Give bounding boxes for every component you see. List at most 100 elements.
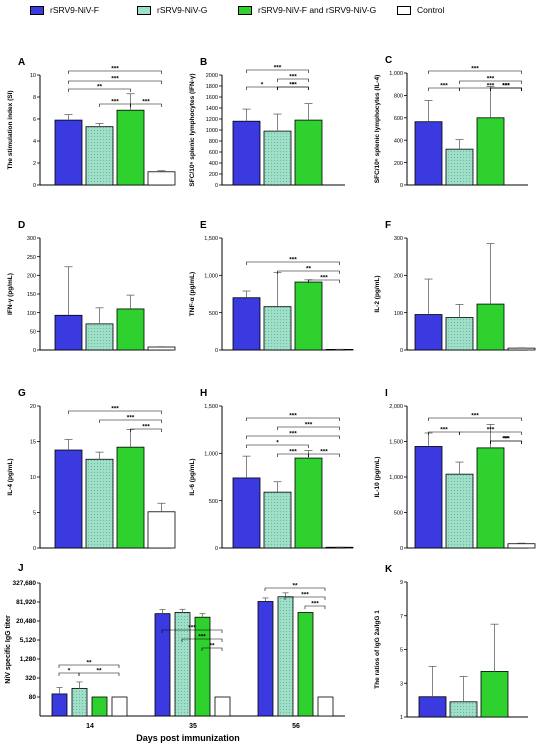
sig-label: ** xyxy=(503,436,509,443)
y-tick-label: 5 xyxy=(33,511,36,517)
sig-label: *** xyxy=(289,257,297,264)
panel-j: J 80 320 1,280 5,120 20,480 81,920 327,680 NiV s… xyxy=(5,563,345,743)
sig-bracket xyxy=(181,638,223,642)
sig-bracket xyxy=(246,444,309,448)
sig-label: *** xyxy=(142,99,150,106)
bar-0 xyxy=(414,314,443,351)
y-tick-label: 8 xyxy=(33,95,36,101)
sig-label: *** xyxy=(311,601,319,608)
bar-3 xyxy=(507,347,536,351)
panel-letter-i: I xyxy=(385,388,388,399)
sig-bracket xyxy=(308,453,340,457)
bar-1 xyxy=(445,148,474,186)
sig-bracket xyxy=(304,605,326,609)
sig-label: * xyxy=(68,668,71,675)
y-tick-label: 0 xyxy=(400,546,403,552)
y-axis-label: SFC/10⁶ splenic lymphocytes (IL-4) xyxy=(374,75,381,183)
sig-label: *** xyxy=(471,413,479,420)
sig-label: ** xyxy=(292,583,298,590)
sig-label: *** xyxy=(502,83,510,90)
legend-swatch-f xyxy=(30,5,44,15)
y-axis-label: IL-2 (pg/mL) xyxy=(374,275,381,312)
y-tick-label: 1,000 xyxy=(389,71,403,77)
y-tick-label: 400 xyxy=(209,161,218,167)
legend-label-g: rSRV9-NiV-G xyxy=(157,5,208,15)
sig-label: *** xyxy=(487,427,495,434)
bar-1 xyxy=(263,491,292,549)
sig-label: *** xyxy=(289,74,297,81)
legend-item-f: rSRV9-NiV-F xyxy=(30,3,99,17)
panel-letter-b: B xyxy=(200,57,207,68)
legend-label-f: rSRV9-NiV-F xyxy=(50,5,99,15)
y-tick-label: 600 xyxy=(209,150,218,156)
sig-bracket xyxy=(68,410,162,414)
sig-label: ** xyxy=(209,643,215,650)
bar-1 xyxy=(85,323,114,351)
y-tick-label: 0 xyxy=(33,546,36,552)
y-tick-label: 800 xyxy=(394,94,403,100)
y-tick-label: 0 xyxy=(215,348,218,354)
sig-bracket xyxy=(428,431,460,435)
sig-bracket xyxy=(428,417,522,421)
sig-label: *** xyxy=(502,436,510,443)
y-tick-label: 1,000 xyxy=(204,452,218,458)
y-tick-label: 6 xyxy=(33,117,36,123)
sig-label: *** xyxy=(440,83,448,90)
sig-label: *** xyxy=(487,83,495,90)
bar-0 xyxy=(232,477,261,549)
sig-label: *** xyxy=(274,65,282,72)
y-axis-label: IL-10 (pg/mL) xyxy=(374,457,381,498)
x-tick-label: 35 xyxy=(189,723,197,730)
sig-label: * xyxy=(292,82,295,89)
bar-0 xyxy=(232,120,261,186)
panel-d: D 0 50 100 150 200 250 300 IFN-γ (pg/mL) xyxy=(7,220,176,354)
y-tick-label: 0 xyxy=(33,183,36,189)
y-tick-label: 200 xyxy=(394,161,403,167)
sig-label: *** xyxy=(301,592,309,599)
sig-label: *** xyxy=(198,634,206,641)
y-tick-label: 1800 xyxy=(206,84,218,90)
bar-2 xyxy=(476,447,505,549)
sig-bracket xyxy=(201,647,223,651)
sig-bracket xyxy=(130,103,162,107)
y-tick-label: 20,480 xyxy=(16,618,36,625)
panel-letter-f: F xyxy=(385,220,391,231)
bar-0 xyxy=(51,693,68,717)
bar-1 xyxy=(449,701,478,718)
panel-g: G 0 5 10 15 20 IL-4 (pg/mL) *** *** *** xyxy=(7,388,176,552)
y-tick-label: 15 xyxy=(30,440,36,446)
bar-3 xyxy=(111,696,128,717)
panel-letter-c: C xyxy=(385,55,392,66)
bar-2 xyxy=(116,446,145,549)
sig-label: *** xyxy=(471,66,479,73)
sig-bracket xyxy=(308,279,340,283)
y-axis-label: NiV specific IgG titer xyxy=(5,615,12,684)
y-tick-label: 320 xyxy=(25,675,36,682)
bar-3 xyxy=(507,543,536,549)
y-tick-label: 1,000 xyxy=(204,274,218,280)
sig-label: *** xyxy=(127,415,135,422)
sig-bracket xyxy=(68,70,162,74)
y-tick-label: 500 xyxy=(394,511,403,517)
y-axis-label: TNF-α (pg/mL) xyxy=(189,272,196,316)
sig-bracket xyxy=(161,629,223,633)
bar-2 xyxy=(476,303,505,351)
y-tick-label: 5,120 xyxy=(20,637,37,644)
bar-0 xyxy=(414,446,443,549)
bar-0 xyxy=(54,119,83,186)
bar-3 xyxy=(147,511,176,549)
y-tick-label: 1000 xyxy=(206,128,218,134)
bar-0 xyxy=(54,449,83,549)
sig-label: *** xyxy=(502,83,510,90)
x-tick-label: 14 xyxy=(86,723,94,730)
y-tick-label: 2,000 xyxy=(389,404,403,410)
bar-2 xyxy=(297,612,314,717)
y-tick-label: 150 xyxy=(27,292,36,298)
bar-2 xyxy=(116,109,145,186)
sig-label: *** xyxy=(142,424,150,431)
panel-letter-a: A xyxy=(18,57,25,68)
sig-bracket xyxy=(246,261,340,265)
y-tick-label: 1,280 xyxy=(20,656,37,663)
